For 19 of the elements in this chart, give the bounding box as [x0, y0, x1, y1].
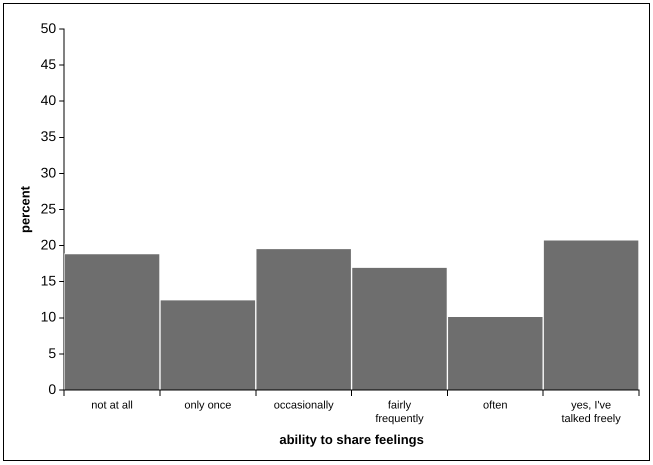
y-tick-label: 45 — [40, 56, 56, 72]
y-tick-label: 25 — [40, 200, 56, 216]
x-tick-label: often — [483, 400, 508, 412]
x-axis-title: ability to share feelings — [279, 432, 424, 447]
y-tick-label: 15 — [40, 272, 56, 289]
y-tick-label: 0 — [48, 380, 56, 397]
y-tick-label: 20 — [40, 236, 56, 252]
y-tick-label: 35 — [40, 128, 56, 144]
x-tick-label: fairly frequently — [375, 400, 424, 425]
y-axis-title: percent — [17, 185, 32, 233]
y-tick-label: 5 — [48, 344, 56, 361]
y-tick-label: 40 — [40, 92, 56, 108]
x-tick-label: yes, I've talked freely — [561, 400, 622, 425]
x-tick-label: occasionally — [274, 400, 334, 412]
y-tick-label: 10 — [40, 308, 56, 325]
y-tick-label: 30 — [40, 164, 56, 180]
x-tick-label: not at all — [91, 400, 133, 412]
x-tick-label: only once — [184, 400, 232, 412]
y-tick-label: 50 — [40, 20, 56, 36]
